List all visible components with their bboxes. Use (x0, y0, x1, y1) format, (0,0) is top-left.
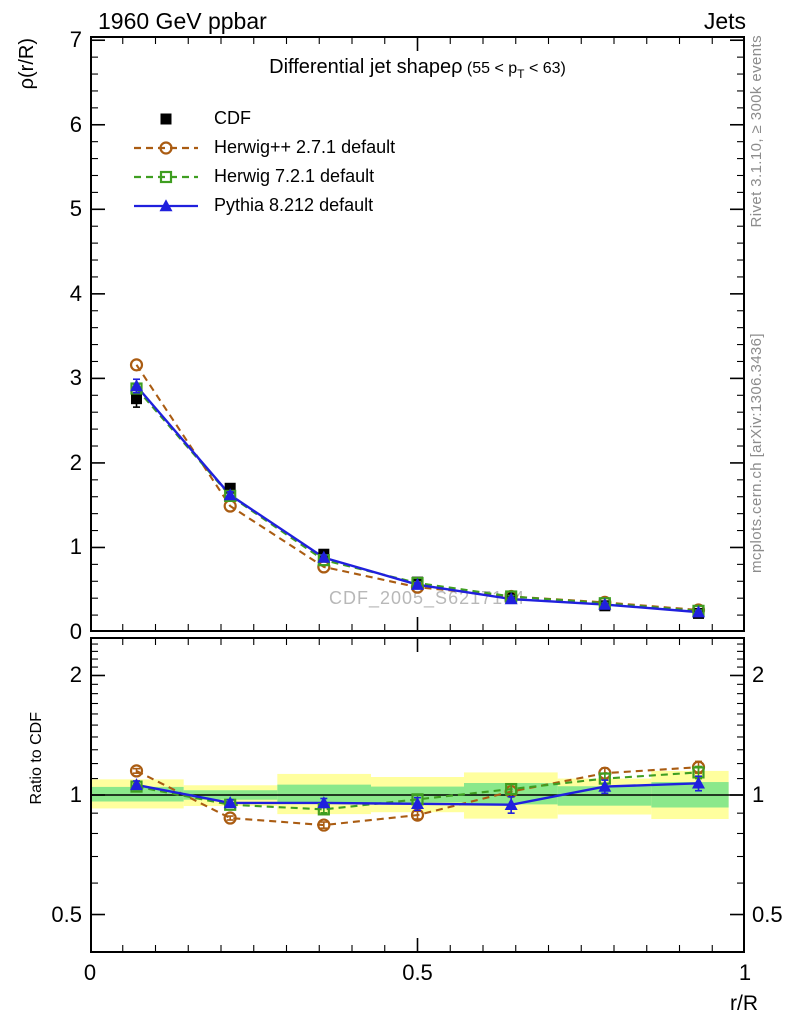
panel-frame (90, 637, 745, 953)
y-tick-label: 3 (69, 365, 82, 391)
y-tick-label: 7 (69, 27, 82, 53)
herwig7-marker-icon (134, 170, 198, 183)
pythia-marker-icon (134, 198, 198, 211)
y-tick-label: 2 (752, 662, 765, 688)
legend-row-herwig7: Herwig 7.2.1 default (132, 162, 395, 191)
y-tick-label: 1 (69, 534, 82, 560)
x-axis-title: r/R (730, 992, 758, 1015)
x-tick-label: 0.5 (402, 960, 433, 985)
legend: CDF Herwig++ 2.7.1 default Herwig 7.2.1 … (132, 104, 395, 220)
pt-subscript: T (517, 67, 525, 81)
main-y-axis-title: ρ(r/R) (16, 38, 38, 90)
pt-range-open: (55 < p (462, 60, 518, 77)
legend-label-pythia: Pythia 8.212 default (214, 195, 374, 215)
y-tick-label: 2 (69, 662, 82, 688)
y-tick-label: 1 (69, 782, 82, 807)
legend-row-pythia: Pythia 8.212 default (132, 191, 395, 220)
panel-frame (90, 36, 745, 632)
mcplots-citation-note: mcplots.cern.ch [arXiv:1306.3436] (748, 333, 765, 573)
series-line (135, 364, 699, 612)
y-tick-label: 1 (752, 782, 765, 807)
pt-range-close: < 63) (524, 60, 566, 77)
beam-energy-label: 1960 GeV ppbar (98, 8, 267, 34)
legend-label-cdf: CDF (214, 108, 251, 128)
main-plot-panel (90, 36, 745, 632)
y-tick-label: 6 (69, 111, 82, 137)
ratio-plot-panel (90, 637, 745, 953)
analysis-group-label: Jets (703, 8, 746, 34)
herwigpp-marker-icon (134, 140, 198, 155)
x-tick-label: 1 (738, 960, 752, 985)
y-tick-label: 0.5 (752, 901, 783, 927)
y-tick-label: 2 (69, 449, 82, 475)
cdf-marker-icon (160, 113, 172, 124)
y-tick-label: 0 (69, 619, 82, 644)
series-pythia-8-212-default (130, 775, 705, 814)
y-tick-label: 5 (69, 196, 82, 222)
legend-label-herwigpp: Herwig++ 2.7.1 default (214, 137, 396, 157)
y-tick-label: 4 (69, 280, 82, 306)
y-tick-label: 0.5 (51, 901, 82, 927)
legend-label-herwig7: Herwig 7.2.1 default (214, 166, 375, 186)
plot-title: Differential jet shapeρ (55 < pT < 63) (90, 56, 745, 81)
legend-row-cdf: CDF (132, 104, 395, 133)
legend-row-herwigpp: Herwig++ 2.7.1 default (132, 133, 395, 162)
plot-title-main: Differential jet shapeρ (269, 56, 463, 78)
rivet-version-note: Rivet 3.1.10, ≥ 300k events (748, 35, 765, 228)
series-pythia-8-212-default (130, 378, 705, 618)
x-tick-label: 0 (83, 960, 97, 985)
